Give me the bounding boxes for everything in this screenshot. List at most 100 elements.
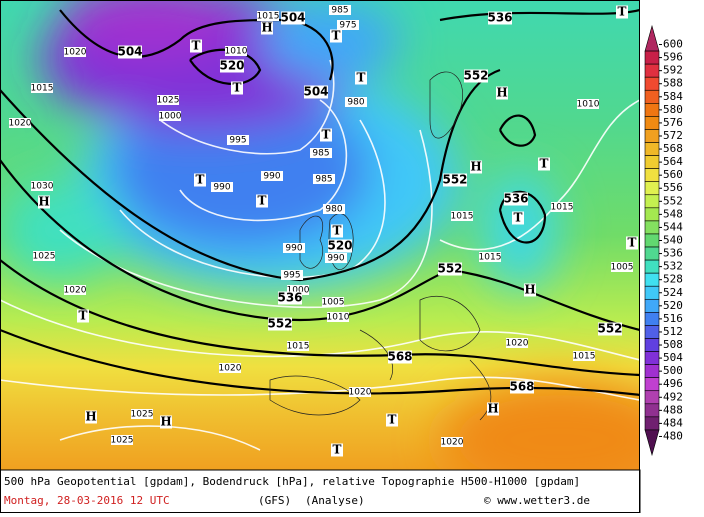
isobar-label: 1010: [577, 100, 600, 110]
geopotential-label: 520: [327, 239, 352, 253]
legend-label: 512: [663, 325, 683, 338]
legend-swatch: [644, 259, 660, 274]
isobar-label-bg: [281, 270, 303, 280]
pressure-center-bg: [256, 194, 268, 208]
legend-label: 588: [663, 77, 683, 90]
pressure-center-bg: [261, 21, 273, 35]
legend-label: 592: [663, 64, 683, 77]
isobar-label: 990: [213, 183, 230, 193]
legend-label: 516: [663, 312, 683, 325]
legend-label: 492: [663, 390, 683, 403]
isobar-label: 1020: [64, 286, 87, 296]
legend-swatch: [644, 142, 660, 156]
legend-label: 560: [663, 168, 683, 181]
geopotential-label-bg: [278, 291, 302, 305]
legend-swatch: [644, 285, 660, 300]
isobar-label-bg: [451, 211, 473, 221]
legend-swatch: [644, 116, 660, 130]
geopotential-label-bg: [488, 11, 512, 25]
legend-label: 480: [663, 429, 683, 442]
geopotential-label: 552: [267, 317, 292, 331]
isobar-label-bg: [159, 111, 181, 121]
pressure-center: T: [196, 173, 205, 187]
isobar-label-bg: [31, 181, 53, 191]
isobar-label: 1015: [573, 352, 596, 362]
legend-swatch: [644, 298, 660, 313]
pressure-center: T: [514, 211, 523, 225]
pressure-center: H: [524, 283, 535, 297]
footer-model: (GFS): [258, 494, 291, 507]
legend-swatch: [644, 416, 660, 431]
isobar-label: 1020: [506, 339, 529, 349]
isobar-label-bg: [225, 46, 247, 56]
pressure-center: T: [192, 39, 201, 53]
pressure-center-bg: [331, 443, 343, 457]
geopotential-label-bg: [388, 350, 412, 364]
pressure-center: T: [333, 224, 342, 238]
isobar-label: 1000: [159, 112, 182, 122]
isobar-label: 1025: [33, 252, 56, 262]
isobar-label-bg: [577, 99, 599, 109]
isobar-label-bg: [329, 5, 351, 15]
legend-swatch: [644, 312, 660, 326]
legend-swatch: [644, 50, 660, 65]
legend-arrow: [644, 429, 660, 457]
legend-swatch: [644, 364, 660, 378]
pressure-center: T: [322, 128, 331, 142]
geopotential-label-bg: [268, 317, 292, 331]
pressure-center: T: [618, 5, 627, 19]
map: 1020 1015 1025 1000 1010 1015 985 975 980 995 985 9…: [0, 0, 640, 470]
geopotential-label: 536: [503, 192, 528, 206]
isobar-label-bg: [33, 251, 55, 261]
isobar-label: 1025: [111, 436, 134, 446]
color-legend: 6005965925885845805765725685645605565525…: [644, 24, 683, 457]
footer-description: 500 hPa Geopotential [gpdam], Bodendruck…: [4, 475, 580, 488]
legend-label: 568: [663, 142, 683, 155]
isobar-label: 995: [229, 136, 246, 146]
isobar-label: 1000: [287, 286, 310, 296]
isobar-label-bg: [9, 118, 31, 128]
isobar-label-bg: [64, 285, 86, 295]
isobar-label: 975: [339, 21, 356, 31]
geopotential-label-bg: [598, 322, 622, 336]
isobar-label: 1015: [31, 84, 54, 94]
isobar-label: 995: [283, 271, 300, 281]
legend-swatch: [644, 63, 660, 78]
legend-swatch: [644, 246, 660, 261]
legend-swatch: [644, 89, 660, 104]
legend-swatch: [644, 325, 660, 339]
isobar-label-bg: [287, 341, 309, 351]
legend-swatch: [644, 103, 660, 117]
isobar-label-bg: [611, 262, 633, 272]
isobar-label-bg: [325, 253, 347, 263]
geopotential-label: 552: [597, 322, 622, 336]
pressure-center: H: [470, 160, 481, 174]
geopotential-label: 536: [487, 11, 512, 25]
legend-label: 552: [663, 194, 683, 207]
pressure-center-bg: [487, 402, 499, 416]
isobar-label: 1020: [349, 388, 372, 398]
isobar-label-bg: [345, 97, 367, 107]
pressure-center-bg: [160, 415, 172, 429]
isobar-label: 1010: [225, 47, 248, 57]
pressure-center: T: [233, 81, 242, 95]
legend-swatch: [644, 194, 660, 209]
pressure-center-bg: [194, 173, 206, 187]
geopotential-label-bg: [438, 262, 462, 276]
pressure-center: T: [628, 236, 637, 250]
pressure-center-bg: [616, 5, 628, 19]
geopotential-label: 504: [117, 45, 142, 59]
pressure-center: T: [540, 157, 549, 171]
legend-label: 580: [663, 103, 683, 116]
isobar-label-bg: [323, 204, 345, 214]
isobar-label: 1010: [327, 313, 350, 323]
pressure-center-bg: [524, 283, 536, 297]
geopotential-label-bg: [443, 173, 467, 187]
isobar-label: 985: [331, 6, 348, 16]
isobar-label-bg: [261, 171, 283, 181]
geopotential-label: 568: [387, 350, 412, 364]
geopotential-label: 552: [463, 69, 488, 83]
legend-label: 496: [663, 377, 683, 390]
geopotential-label: 504: [303, 85, 328, 99]
geopotential-label: 568: [509, 380, 534, 394]
